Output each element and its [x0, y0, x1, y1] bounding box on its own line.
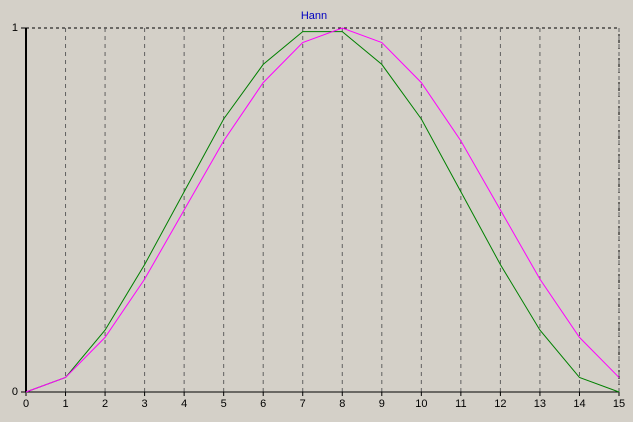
x-tick-label: 14 — [573, 398, 585, 410]
x-tick-label: 10 — [415, 398, 427, 410]
y-tick-label: 1 — [12, 22, 18, 34]
x-tick-label: 7 — [300, 398, 306, 410]
x-tick-label: 3 — [142, 398, 148, 410]
y-tick-label: 0 — [12, 386, 18, 398]
data-line — [25, 31, 620, 393]
x-tick-label: 1 — [62, 398, 68, 410]
x-tick-label: 11 — [455, 398, 466, 410]
x-tick-label: 15 — [613, 398, 625, 410]
x-tick-label: 13 — [534, 398, 546, 410]
x-tick-label: 6 — [260, 398, 266, 410]
x-tick-label: 2 — [102, 398, 108, 410]
data-line — [25, 27, 620, 393]
x-tick-label: 12 — [494, 398, 506, 410]
x-tick-label: 0 — [23, 398, 29, 410]
chart-title: Hann — [301, 10, 327, 22]
x-tick-label: 9 — [379, 398, 385, 410]
x-tick-label: 4 — [181, 398, 187, 410]
x-tick-label: 5 — [221, 398, 227, 410]
x-tick-label: 8 — [339, 398, 345, 410]
